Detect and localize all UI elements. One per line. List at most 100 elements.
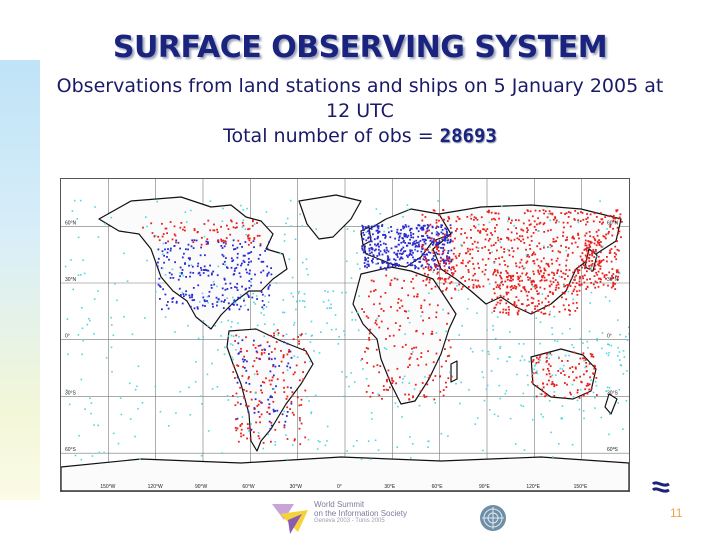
land-station-dot: [263, 351, 266, 354]
land-station-dot: [549, 352, 552, 355]
land-station-dot: [421, 311, 424, 313]
land-station-dot: [474, 273, 476, 275]
land-station-dot: [185, 290, 187, 293]
land-station-dot: [600, 218, 603, 221]
land-station-dot: [246, 360, 248, 363]
land-station-dot: [222, 307, 225, 309]
land-station-dot: [494, 306, 497, 309]
land-station-dot: [164, 293, 167, 296]
land-station-dot: [488, 211, 490, 214]
land-station-dot: [417, 364, 420, 367]
land-station-dot: [482, 228, 484, 230]
land-station-dot: [396, 263, 398, 265]
land-station-dot: [426, 234, 429, 237]
land-station-dot: [269, 427, 272, 430]
land-station-dot: [487, 278, 490, 281]
ship-observation-dot: [111, 370, 113, 373]
land-station-dot: [161, 235, 164, 238]
ship-observation-dot: [572, 396, 575, 398]
subtitle-line-2: 12 UTC: [326, 100, 394, 122]
land-station-dot: [517, 275, 519, 278]
land-station-dot: [419, 257, 421, 260]
land-station-dot: [385, 274, 388, 277]
land-station-dot: [586, 382, 589, 385]
land-station-dot: [364, 226, 367, 229]
land-station-dot: [268, 358, 270, 361]
latitude-label: 60°N: [65, 220, 77, 226]
ship-observation-dot: [460, 381, 462, 384]
land-station-dot: [536, 245, 539, 248]
land-station-dot: [365, 391, 368, 393]
land-station-dot: [189, 296, 191, 299]
land-station-dot: [372, 280, 375, 283]
land-station-dot: [563, 396, 566, 399]
ship-observation-dot: [623, 356, 626, 358]
land-station-dot: [368, 339, 371, 341]
land-station-dot: [444, 236, 447, 239]
land-station-dot: [368, 337, 370, 339]
land-station-dot: [398, 264, 400, 266]
ship-observation-dot: [590, 291, 593, 294]
land-station-dot: [177, 278, 180, 281]
land-station-dot: [373, 255, 375, 258]
land-station-dot: [543, 267, 546, 270]
ship-observation-dot: [353, 230, 355, 232]
land-station-dot: [549, 212, 552, 215]
land-station-dot: [557, 370, 560, 372]
ship-observation-dot: [144, 317, 146, 319]
land-station-dot: [579, 255, 582, 258]
land-station-dot: [300, 422, 303, 425]
land-station-dot: [162, 233, 165, 235]
land-station-dot: [492, 273, 494, 276]
land-station-dot: [193, 239, 196, 242]
ship-observation-dot: [460, 244, 462, 246]
land-station-dot: [168, 258, 170, 261]
land-station-dot: [569, 310, 571, 312]
land-station-dot: [428, 229, 431, 232]
land-station-dot: [250, 260, 252, 263]
land-station-dot: [592, 249, 595, 251]
land-station-dot: [604, 237, 607, 240]
land-station-dot: [506, 286, 509, 289]
ship-observation-dot: [519, 359, 522, 362]
land-station-dot: [545, 279, 548, 282]
land-station-dot: [410, 254, 413, 256]
land-station-dot: [465, 265, 467, 267]
ship-observation-dot: [549, 219, 551, 222]
land-station-dot: [585, 362, 587, 364]
ship-observation-dot: [197, 337, 200, 340]
land-station-dot: [494, 281, 497, 284]
ship-observation-dot: [497, 415, 499, 417]
ship-observation-dot: [221, 220, 224, 223]
land-station-dot: [493, 292, 496, 295]
land-station-dot: [224, 299, 226, 301]
land-station-dot: [393, 251, 396, 254]
ship-observation-dot: [589, 302, 591, 304]
land-station-dot: [530, 280, 533, 283]
land-station-dot: [369, 395, 372, 398]
ship-observation-dot: [77, 274, 80, 276]
ship-observation-dot: [537, 230, 540, 232]
land-station-dot: [468, 260, 471, 263]
land-station-dot: [222, 241, 225, 244]
land-station-dot: [220, 245, 223, 247]
ship-observation-dot: [279, 252, 282, 255]
land-station-dot: [236, 417, 239, 420]
land-station-dot: [235, 429, 238, 432]
land-station-dot: [521, 265, 524, 268]
land-station-dot: [600, 241, 602, 243]
land-station-dot: [181, 269, 184, 271]
land-station-dot: [586, 246, 588, 249]
land-station-dot: [555, 286, 558, 289]
land-station-dot: [266, 265, 269, 268]
latitude-label: 0°: [607, 334, 612, 340]
land-station-dot: [415, 346, 418, 349]
land-station-dot: [387, 377, 390, 380]
land-station-dot: [400, 241, 403, 244]
land-station-dot: [370, 228, 373, 230]
ship-observation-dot: [595, 384, 598, 387]
land-station-dot: [415, 239, 418, 242]
ship-observation-dot: [286, 369, 289, 371]
land-station-dot: [478, 231, 481, 234]
land-station-dot: [390, 226, 392, 228]
